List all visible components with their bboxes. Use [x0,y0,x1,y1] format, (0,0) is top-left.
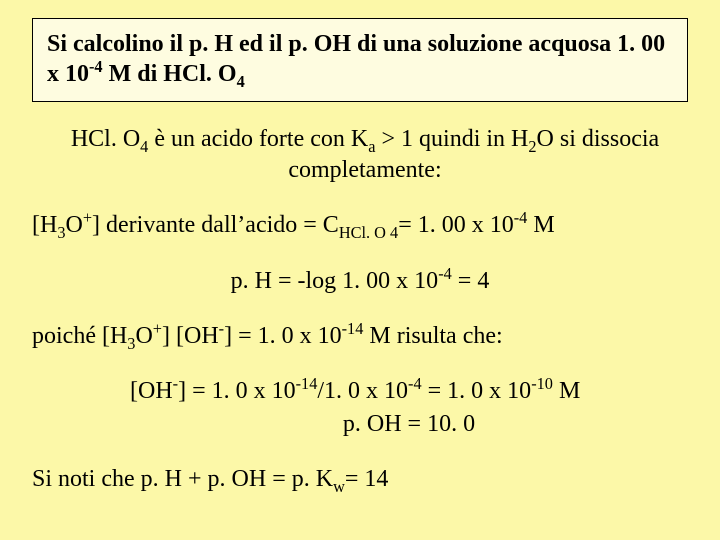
oh-line2: p. OH = 10. 0 [130,409,688,440]
p1-t3: > 1 quindi in H [375,126,528,152]
title-sub4: 4 [237,72,245,91]
p2-t5: M [527,212,554,238]
oh-line1: [OH-] = 1. 0 x 10-14/1. 0 x 10-4 = 1. 0 … [130,376,688,407]
p5-sup2: -14 [296,374,318,393]
p6-t1: Si noti che p. H + p. OH = p. K [32,466,333,492]
p6-sub: w [333,477,345,496]
title-exp: -4 [89,57,103,76]
paragraph-oh-calc: [OH-] = 1. 0 x 10-14/1. 0 x 10-4 = 1. 0 … [32,376,688,440]
p3-sup: -4 [438,264,452,283]
p4-t4: ] = 1. 0 x 10 [224,323,342,349]
p3-t1: p. H = -log 1. 00 x 10 [231,268,439,294]
p2-sup1: + [83,208,92,227]
p1-t1: HCl. O [71,126,140,152]
p4-sup1: + [153,319,162,338]
title-part2: M di HCl. O [103,61,237,87]
p5-t5: M [553,378,580,404]
paragraph-note: Si noti che p. H + p. OH = p. Kw= 14 [32,464,688,495]
paragraph-h3o-conc: [H3O+] derivante dall’acido = CHCl. O 4=… [32,210,688,241]
paragraph-ph-calc: p. H = -log 1. 00 x 10-4 = 4 [32,266,688,297]
p2-t3: ] derivante dall’acido = C [92,212,339,238]
paragraph-kw-relation: poiché [H3O+] [OH-] = 1. 0 x 10-14 M ris… [32,321,688,352]
p1-t2: è un acido forte con K [148,126,368,152]
p4-t3: ] [OH [162,323,219,349]
p2-t1: [H [32,212,57,238]
p2-t4: = 1. 00 x 10 [398,212,514,238]
p2-sup2: -4 [514,208,528,227]
p4-t5: M risulta che: [363,323,502,349]
p5-t4: = 1. 0 x 10 [422,378,532,404]
p5-t2: ] = 1. 0 x 10 [178,378,296,404]
p5-sup3: -4 [408,374,422,393]
title-text: Si calcolino il p. H ed il p. OH di una … [47,29,673,89]
p4-t1: poiché [H [32,323,127,349]
p5-t3: /1. 0 x 10 [317,378,408,404]
p2-sub2: HCl. O 4 [339,223,398,242]
p1-sub3: 2 [528,137,536,156]
title-box: Si calcolino il p. H ed il p. OH di una … [32,18,688,102]
p4-t2: O [135,323,152,349]
p5-sup4: -10 [531,374,553,393]
p6-t2: = 14 [345,466,389,492]
p4-sup3: -14 [342,319,364,338]
p5-t1: [OH [130,378,173,404]
paragraph-acid-strong: HCl. O4 è un acido forte con Ka > 1 quin… [32,124,688,186]
p3-t2: = 4 [452,268,490,294]
p2-t2: O [65,212,82,238]
